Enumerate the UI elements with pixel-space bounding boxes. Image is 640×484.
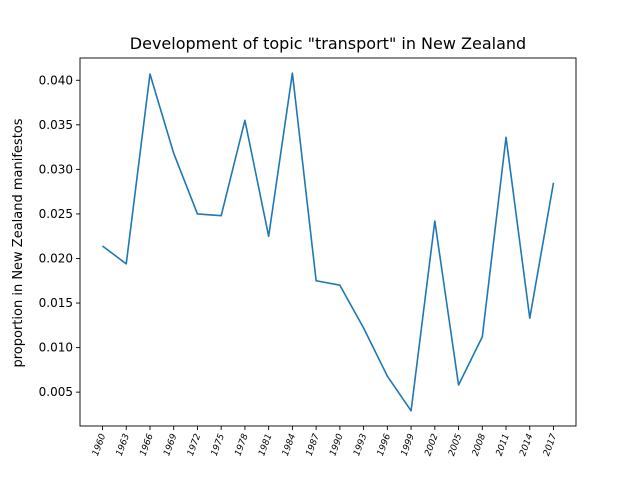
data-point — [505, 137, 507, 139]
data-point — [197, 213, 199, 215]
chart-title: Development of topic "transport" in New … — [130, 34, 526, 53]
y-tick-label: 0.015 — [39, 296, 73, 310]
data-point — [220, 215, 222, 217]
data-point — [268, 235, 270, 237]
series-line — [102, 72, 555, 412]
data-point — [481, 336, 483, 338]
data-point — [458, 384, 460, 386]
y-tick-label: 0.020 — [39, 251, 73, 265]
data-point — [363, 327, 365, 329]
data-point — [387, 375, 389, 377]
y-tick-label: 0.030 — [39, 162, 73, 176]
data-point — [315, 280, 317, 282]
y-tick-label: 0.010 — [39, 341, 73, 355]
y-tick-label: 0.025 — [39, 207, 73, 221]
data-point — [125, 263, 127, 265]
y-tick-label: 0.035 — [39, 118, 73, 132]
data-point — [173, 153, 175, 155]
y-axis-label: proportion in New Zealand manifestos — [11, 118, 26, 367]
y-tick-label: 0.040 — [39, 73, 73, 87]
data-point — [244, 120, 246, 122]
data-point — [434, 220, 436, 222]
data-point — [553, 182, 555, 184]
plot-frame — [79, 57, 577, 427]
data-point — [292, 72, 294, 74]
data-point — [339, 284, 341, 286]
y-tick-label: 0.005 — [39, 385, 73, 399]
data-point — [529, 317, 531, 319]
data-point — [410, 410, 412, 412]
data-point — [149, 73, 151, 75]
data-point — [102, 245, 104, 247]
